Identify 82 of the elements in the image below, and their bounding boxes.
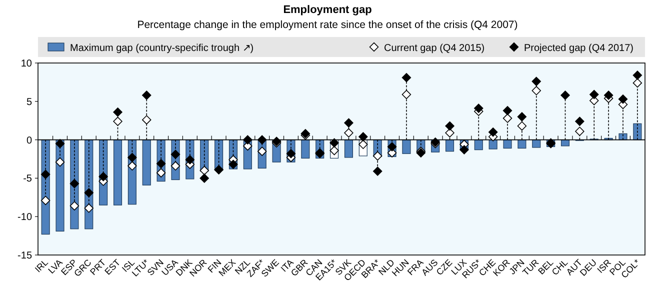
bar	[503, 140, 512, 149]
point	[532, 76, 541, 86]
point	[258, 135, 267, 144]
legend-label: Maximum gap (country-specific trough ↗)	[70, 43, 254, 54]
point	[474, 104, 484, 113]
point	[70, 201, 80, 210]
bar	[474, 140, 483, 150]
x-tick-label: IRL	[33, 257, 50, 274]
point	[286, 149, 296, 158]
legend-label: Current gap (Q4 2015)	[384, 43, 485, 54]
point	[488, 128, 498, 137]
point	[502, 114, 512, 123]
point	[40, 196, 50, 206]
point	[344, 128, 354, 138]
point	[372, 166, 382, 176]
point	[142, 115, 152, 124]
bar	[402, 140, 411, 154]
point	[40, 170, 50, 179]
bar	[344, 140, 353, 158]
point	[258, 146, 267, 156]
point	[70, 178, 80, 188]
point	[402, 90, 412, 100]
point	[185, 155, 195, 164]
point	[560, 90, 570, 100]
point	[156, 159, 166, 168]
point	[55, 139, 65, 148]
y-tick-label: 10	[20, 58, 32, 70]
bar	[142, 140, 151, 186]
y-tick-label: 5	[26, 96, 32, 108]
point	[402, 72, 412, 82]
point	[372, 151, 382, 161]
point	[618, 94, 628, 104]
point	[113, 108, 122, 117]
point	[532, 86, 541, 96]
point	[156, 168, 166, 178]
point	[590, 90, 599, 100]
y-tick-label: -5	[23, 174, 32, 185]
point	[517, 121, 527, 131]
point	[632, 78, 642, 88]
point	[170, 150, 180, 159]
point	[604, 90, 614, 100]
point	[84, 204, 94, 213]
bar	[301, 140, 310, 159]
point	[387, 142, 397, 152]
bar	[113, 140, 122, 206]
point	[55, 157, 65, 167]
point	[445, 121, 454, 131]
bar	[488, 140, 498, 150]
point	[330, 146, 339, 156]
point	[200, 174, 209, 183]
point	[632, 70, 642, 80]
point	[128, 161, 137, 171]
point	[575, 126, 584, 136]
bar	[518, 140, 526, 149]
point	[445, 128, 454, 138]
point	[358, 140, 368, 150]
point	[502, 106, 512, 116]
point	[113, 116, 122, 126]
chart-title: Employment gap	[283, 4, 372, 16]
point	[128, 152, 137, 162]
point	[98, 172, 108, 182]
point	[344, 118, 354, 128]
bar	[560, 140, 570, 146]
point	[200, 166, 209, 176]
y-tick-label: -15	[18, 250, 32, 262]
point	[460, 145, 469, 154]
point	[243, 135, 252, 144]
chart-subtitle: Percentage change in the employment rate since the onset of the crisis (Q4 2007)	[137, 19, 518, 31]
legend-label: Projected gap (Q4 2017)	[524, 43, 634, 54]
y-tick-label: -10	[18, 212, 32, 224]
point	[517, 112, 527, 122]
bar	[532, 140, 541, 148]
y-tick-label: 0	[26, 135, 32, 146]
point	[330, 138, 339, 148]
point	[358, 132, 368, 142]
point	[84, 188, 94, 198]
point	[575, 116, 584, 126]
bar	[445, 140, 454, 152]
point	[142, 90, 152, 100]
x-tick-label: FRA	[406, 257, 426, 278]
point	[228, 160, 238, 169]
point	[170, 161, 180, 171]
